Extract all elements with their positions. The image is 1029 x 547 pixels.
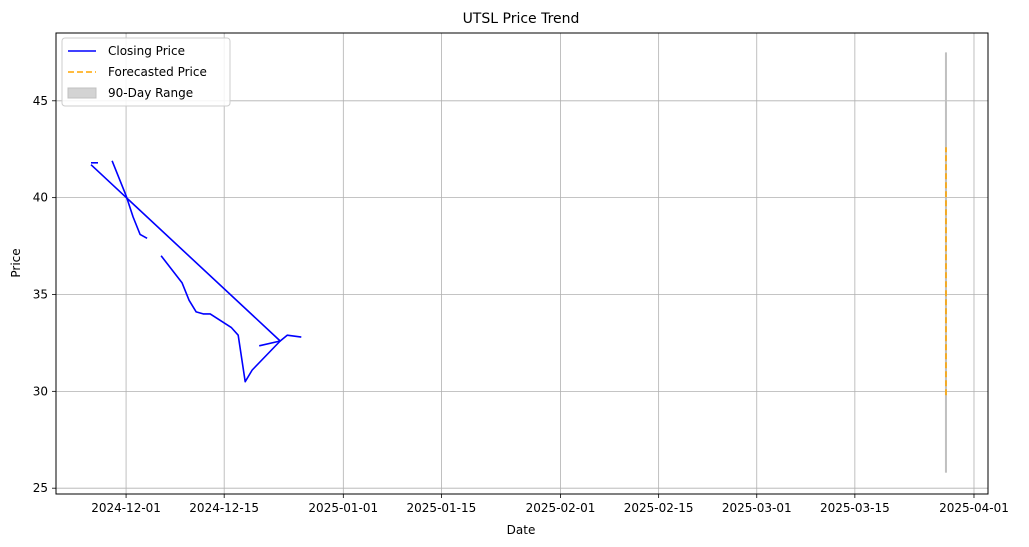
range-band bbox=[944, 52, 947, 473]
y-axis-label: Price bbox=[9, 248, 23, 277]
legend-label: 90-Day Range bbox=[108, 86, 193, 100]
x-axis-label: Date bbox=[507, 523, 536, 537]
x-tick-label: 2025-02-01 bbox=[526, 501, 596, 515]
closing-price-line bbox=[259, 334, 302, 347]
x-tick-label: 2024-12-01 bbox=[91, 501, 161, 515]
legend-label: Forecasted Price bbox=[108, 65, 207, 79]
plot-frame bbox=[55, 32, 989, 495]
x-tick-label: 2025-03-01 bbox=[722, 501, 792, 515]
x-tick-label: 2025-01-15 bbox=[407, 501, 477, 515]
legend-box bbox=[61, 37, 231, 107]
x-axis-ticks: 2024-12-01 2024-12-15 2025-01-01 2025-01-15… bbox=[91, 494, 1009, 515]
x-tick-label: 2025-02-15 bbox=[624, 501, 694, 515]
grid-lines bbox=[56, 33, 988, 494]
y-tick-label: 45 bbox=[33, 94, 48, 108]
x-tick-label: 2025-01-01 bbox=[308, 501, 378, 515]
y-tick-label: 30 bbox=[33, 384, 48, 398]
plot-series bbox=[90, 52, 947, 473]
x-tick-label: 2025-04-01 bbox=[939, 501, 1009, 515]
legend-label: Closing Price bbox=[108, 44, 185, 58]
closing-price-line bbox=[111, 160, 148, 239]
chart-title: UTSL Price Trend bbox=[463, 11, 580, 27]
y-tick-label: 25 bbox=[33, 481, 48, 495]
closing-price-line bbox=[90, 164, 282, 383]
legend: Closing Price Forecasted Price 90-Day Rang… bbox=[61, 37, 231, 107]
y-tick-label: 40 bbox=[33, 191, 48, 205]
x-tick-label: 2025-03-15 bbox=[820, 501, 890, 515]
y-tick-label: 35 bbox=[33, 287, 48, 301]
x-tick-label: 2024-12-15 bbox=[189, 501, 259, 515]
legend-swatch-range bbox=[67, 87, 97, 99]
y-axis-ticks: 25 30 35 40 45 bbox=[33, 94, 56, 495]
